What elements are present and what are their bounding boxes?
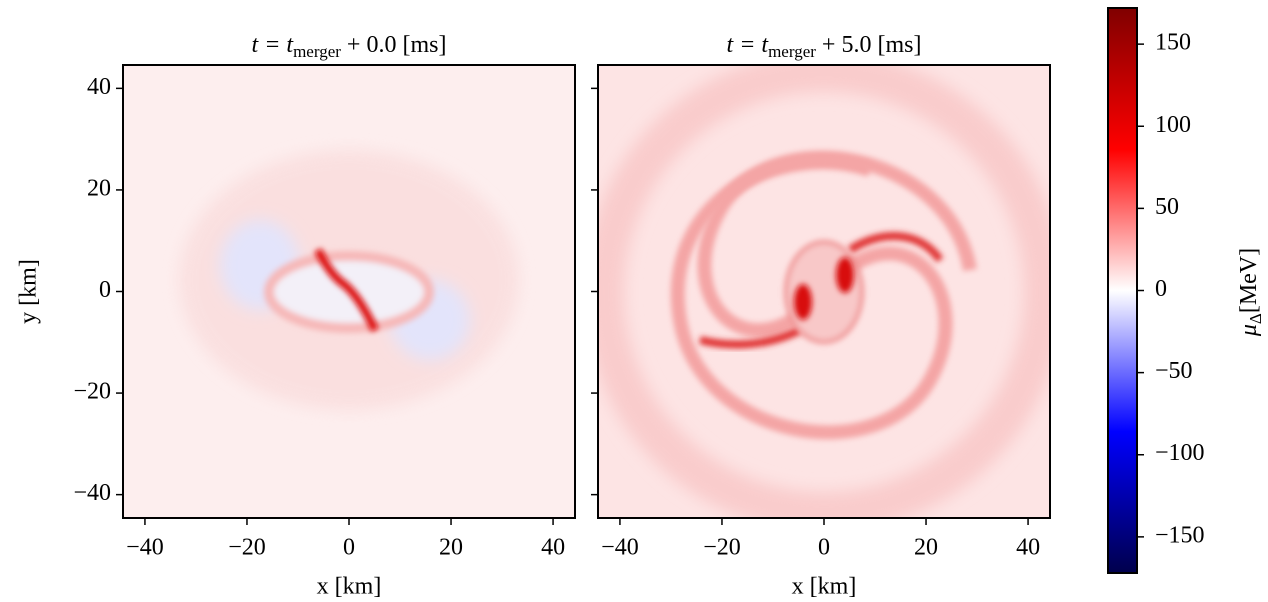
x-tick-label: −40 [601,535,639,561]
label-unit: [MeV] [1236,248,1262,313]
title-sub: merger [293,42,341,61]
colorbar-label: μΔ[MeV] [1236,248,1265,337]
colorbar [1107,7,1138,574]
x-tick-label: 20 [914,535,938,561]
panel-title: t = tmerger + 5.0 [ms] [727,32,922,61]
x-tick-label: −20 [703,535,741,561]
field-right [598,65,1050,518]
label-var: μ [1236,324,1262,337]
x-tick-label: 0 [343,535,355,561]
y-tick-label: 20 [87,175,111,201]
x-tick-label: 0 [818,535,830,561]
x-tick-label: 40 [1016,535,1040,561]
panel-title: t = tmerger + 0.0 [ms] [252,32,447,61]
y-tick-label: −20 [73,379,111,405]
x-axis-label: x [km] [792,574,857,600]
x-axis-label: x [km] [317,574,382,600]
y-tick-label: −40 [73,480,111,506]
label-sub: Δ [1246,313,1265,324]
x-tick-label: 40 [541,535,565,561]
title-sub: merger [768,42,816,61]
colorbar-tick-label: 0 [1155,276,1167,302]
y-tick-label: 0 [99,277,111,303]
y-axis-label: y [km] [16,259,42,324]
colorbar-tick-label: −100 [1155,440,1205,466]
colorbar-tick-label: 100 [1155,112,1191,138]
colorbar-tick-label: −50 [1155,358,1193,384]
x-tick-label: −20 [228,535,266,561]
title-main: t = t [252,32,295,58]
colorbar-tick-label: 150 [1155,30,1191,56]
colorbar-tick-label: 50 [1155,194,1179,220]
title-main: t = t [727,32,770,58]
y-tick-label: 40 [87,74,111,100]
x-tick-label: 20 [439,535,463,561]
x-tick-label: −40 [126,535,164,561]
title-rest: + 0.0 [ms] [341,32,447,58]
colorbar-tick-label: −150 [1155,522,1205,548]
field-left [123,65,575,518]
title-rest: + 5.0 [ms] [816,32,922,58]
